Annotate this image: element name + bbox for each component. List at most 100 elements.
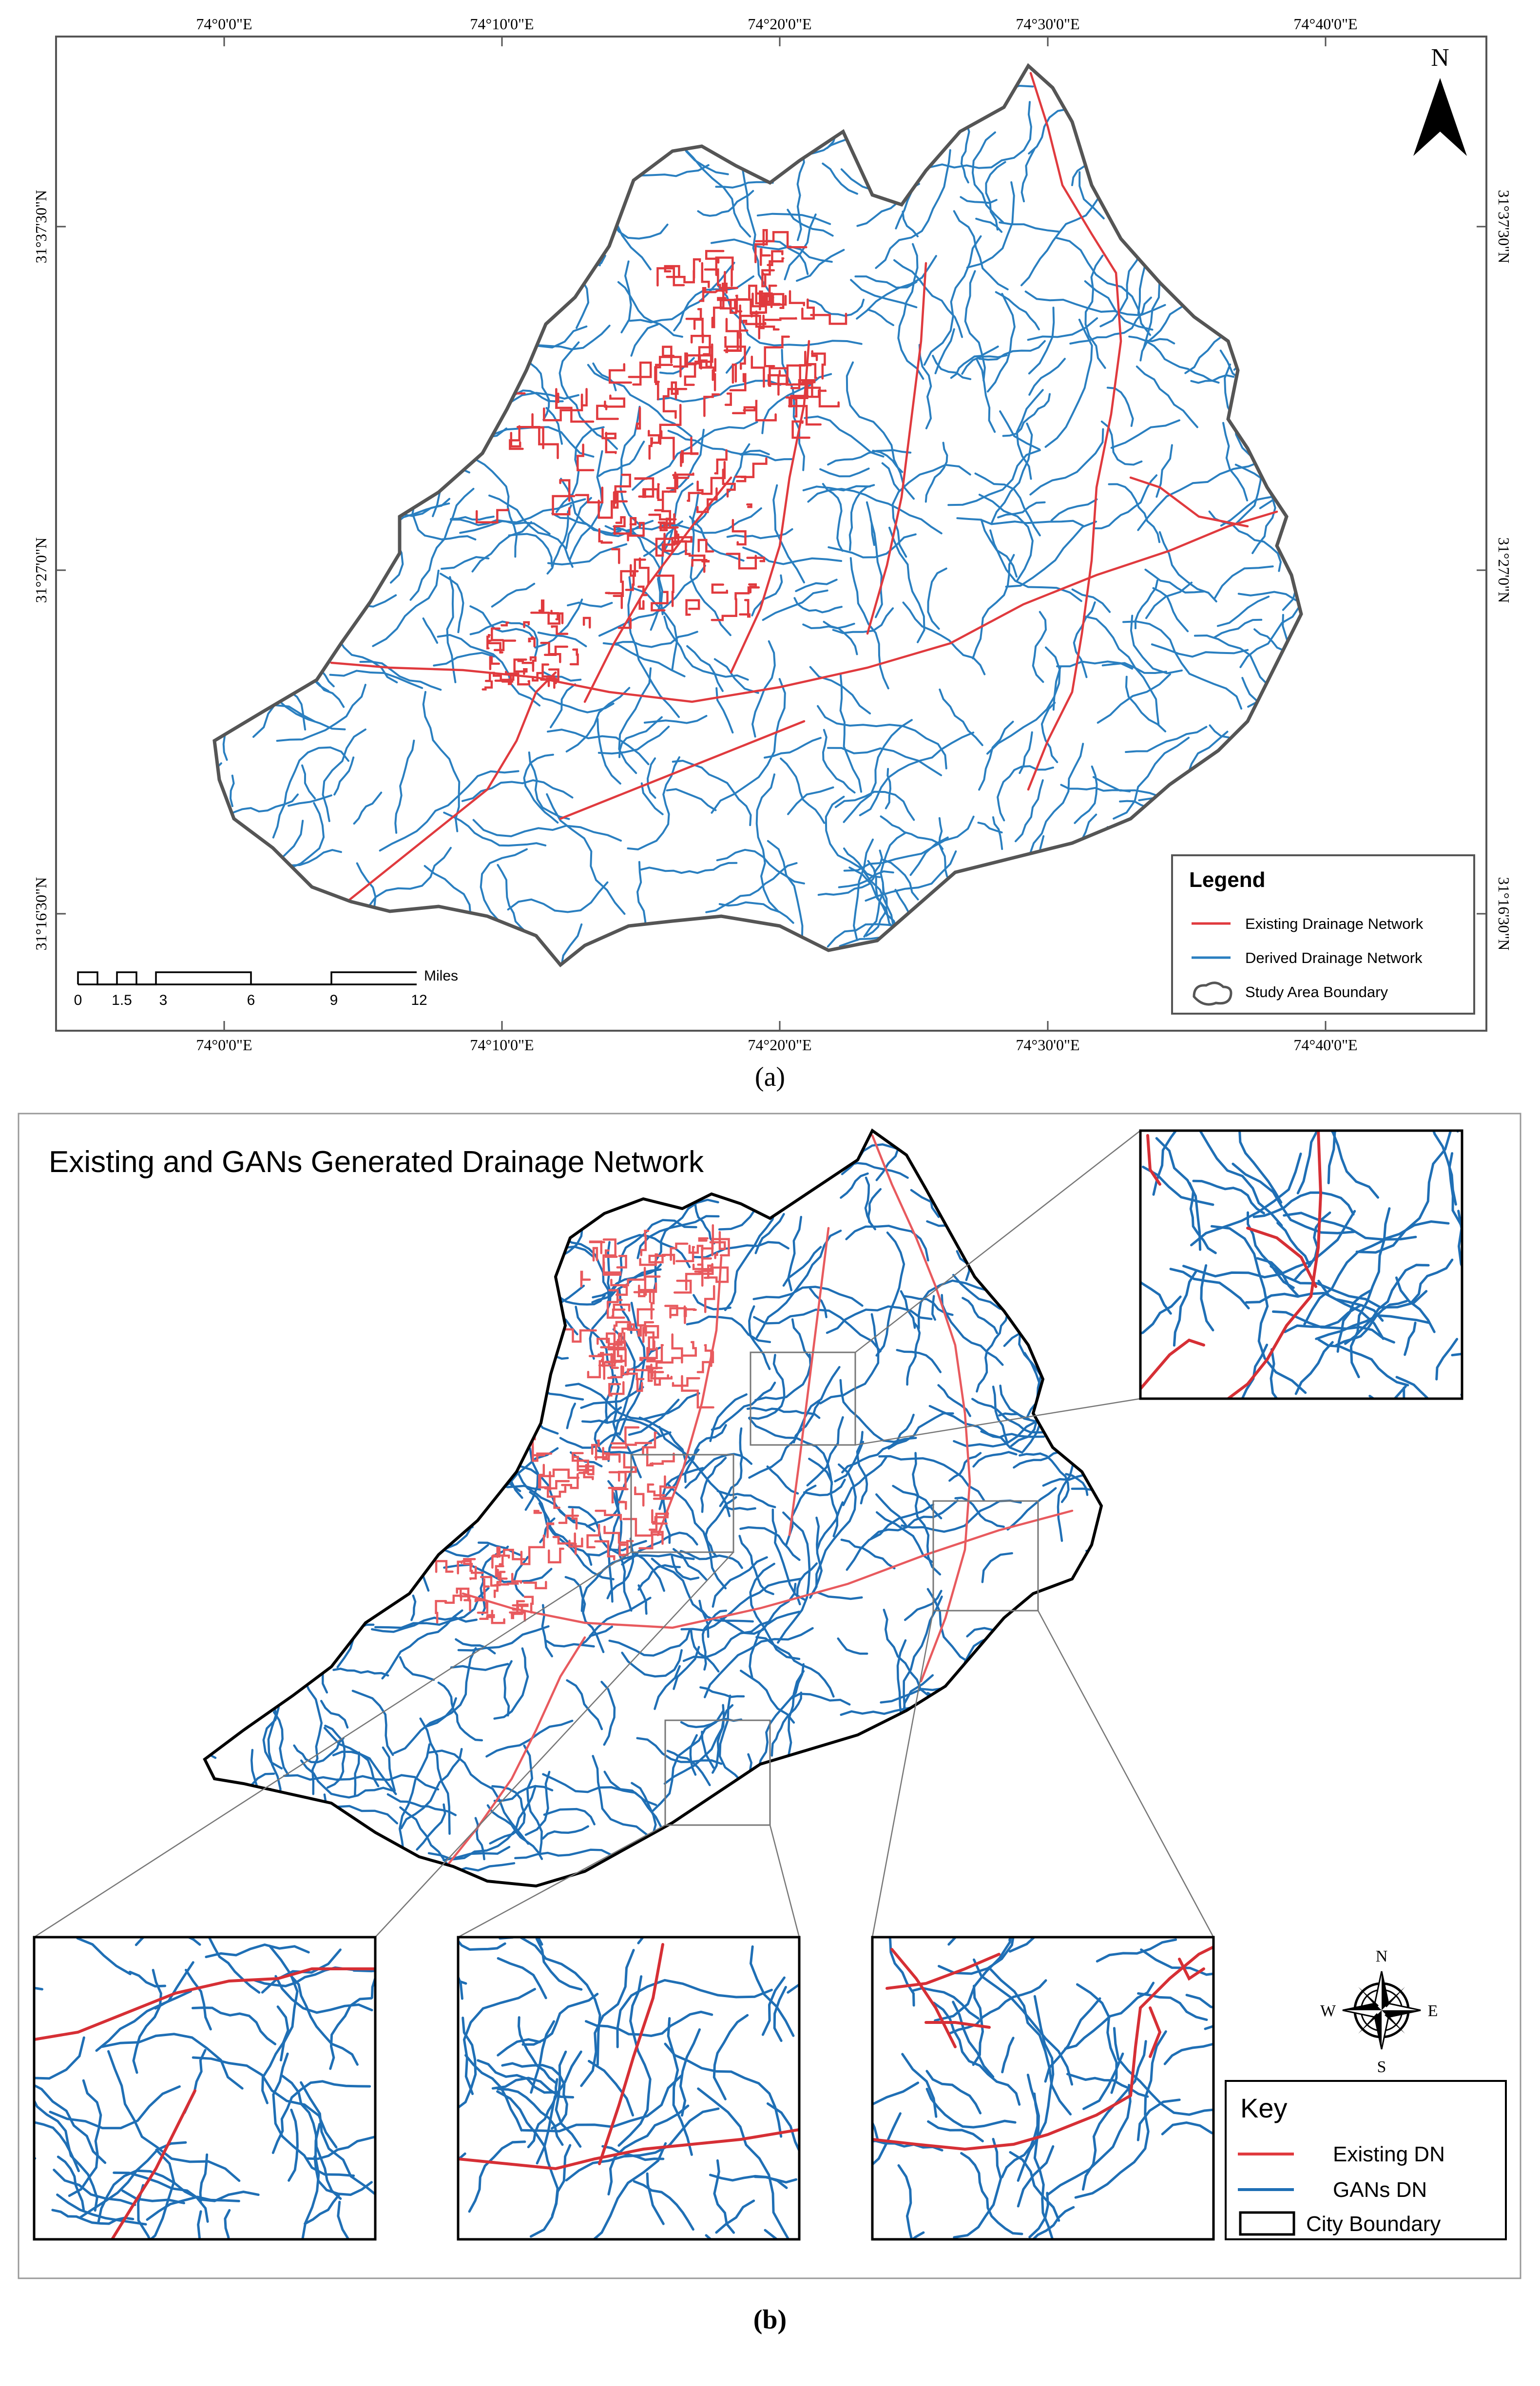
existing-drain	[577, 443, 595, 472]
gans-stream	[95, 1990, 192, 2052]
derived-stream	[507, 881, 609, 913]
existing-drain	[594, 1453, 621, 1463]
existing-drain	[637, 585, 648, 596]
gans-stream	[485, 1719, 574, 1758]
existing-drain	[480, 1576, 501, 1587]
existing-drain	[655, 574, 674, 607]
gans-stream	[600, 1680, 616, 1746]
existing-drain	[694, 1257, 712, 1273]
derived-stream	[450, 516, 495, 521]
existing-drain	[1129, 1945, 1213, 2097]
key-boundary-label: City Boundary	[1306, 2212, 1441, 2236]
existing-drain	[531, 636, 536, 648]
existing-drain	[435, 1600, 447, 1624]
existing-drain	[790, 379, 816, 389]
derived-stream	[1005, 520, 1097, 588]
gans-stream	[749, 1611, 801, 1679]
existing-drain	[517, 658, 535, 667]
gans-stream	[1064, 1982, 1155, 2050]
north-arrow-icon: N	[1413, 44, 1467, 156]
gans-stream	[306, 2136, 375, 2160]
gans-stream	[370, 1963, 375, 1999]
existing-drain	[583, 476, 732, 703]
gans-stream	[146, 2195, 240, 2221]
existing-drain	[659, 513, 675, 532]
derived-stream	[975, 217, 1003, 233]
derived-stream	[643, 715, 708, 724]
gans-stream	[709, 2174, 788, 2189]
key-existing-label: Existing DN	[1333, 2142, 1445, 2166]
existing-drain	[734, 586, 760, 600]
gans-stream	[1169, 1268, 1250, 1309]
existing-drain	[662, 388, 688, 419]
derived-stream	[846, 361, 915, 500]
existing-drain	[722, 468, 736, 498]
existing-drain	[475, 508, 509, 524]
existing-drain	[613, 517, 637, 535]
lat-tick-left-3: 31°16'30"N	[32, 877, 50, 951]
zoom-boxes	[630, 1351, 1039, 1826]
gans-stream	[320, 1700, 349, 1729]
lon-tick-top-3: 74°20'0"E	[748, 15, 811, 33]
gans-stream	[739, 1526, 801, 1561]
existing-drain	[597, 1353, 619, 1369]
existing-drain	[509, 425, 524, 450]
existing-drain	[34, 1967, 375, 2041]
derived-stream	[838, 870, 894, 888]
existing-drain	[704, 1344, 712, 1367]
gans-stream	[543, 1808, 596, 1826]
gans-stream	[53, 2169, 136, 2206]
gans-stream	[520, 1937, 601, 2066]
derived-stream	[440, 573, 464, 634]
derived-stream	[1125, 675, 1167, 732]
derived-stream	[980, 519, 1018, 578]
existing-drain	[489, 656, 500, 671]
derived-stream	[636, 861, 647, 932]
derived-stream	[1137, 264, 1146, 314]
lat-tick-right-2: 31°27'0"N	[1495, 538, 1513, 603]
gans-stream	[1096, 1938, 1177, 1963]
gans-stream	[592, 2142, 667, 2239]
gans-stream	[1245, 1291, 1384, 1322]
derived-stream	[1002, 393, 1051, 437]
gans-stream	[199, 2153, 209, 2204]
gans-stream	[666, 1482, 727, 1590]
derived-stream	[1097, 673, 1171, 724]
compass-rose-icon	[1342, 1971, 1421, 2050]
existing-drain	[491, 1546, 501, 1569]
existing-drain	[597, 1338, 627, 1367]
existing-drain	[540, 612, 561, 625]
existing-drain	[696, 487, 718, 513]
gans-stream	[1411, 1258, 1454, 1303]
existing-drain	[639, 1253, 658, 1266]
gans-stream	[684, 1453, 753, 1489]
existing-drain	[492, 1548, 526, 1560]
existing-drain	[805, 386, 840, 408]
existing-drain	[598, 1943, 664, 2165]
derived-stream	[1032, 611, 1047, 683]
gans-stream	[588, 2059, 635, 2117]
gans-stream	[332, 1751, 380, 1788]
existing-drain	[714, 1251, 718, 1259]
gans-stream	[458, 1939, 506, 1951]
existing-drain	[595, 1509, 622, 1521]
gans-stream	[1163, 2042, 1213, 2065]
derived-stream	[523, 753, 559, 824]
derived-stream	[1020, 148, 1036, 203]
existing-drain	[755, 231, 808, 249]
existing-drain	[461, 1560, 484, 1574]
existing-drain	[762, 257, 785, 276]
existing-drain	[516, 425, 559, 460]
gans-stream	[777, 1511, 811, 1644]
derived-stream	[617, 281, 683, 338]
derived-stream	[819, 467, 870, 478]
existing-drain	[552, 495, 576, 516]
gans-stream	[580, 1553, 695, 1612]
gans-stream	[842, 1456, 888, 1506]
gans-stream	[1113, 2027, 1213, 2116]
gans-stream	[304, 2194, 340, 2225]
gans-stream	[754, 1213, 785, 1254]
existing-drain	[611, 547, 620, 564]
derived-stream	[848, 484, 875, 551]
existing-drainage-network	[330, 72, 1278, 908]
